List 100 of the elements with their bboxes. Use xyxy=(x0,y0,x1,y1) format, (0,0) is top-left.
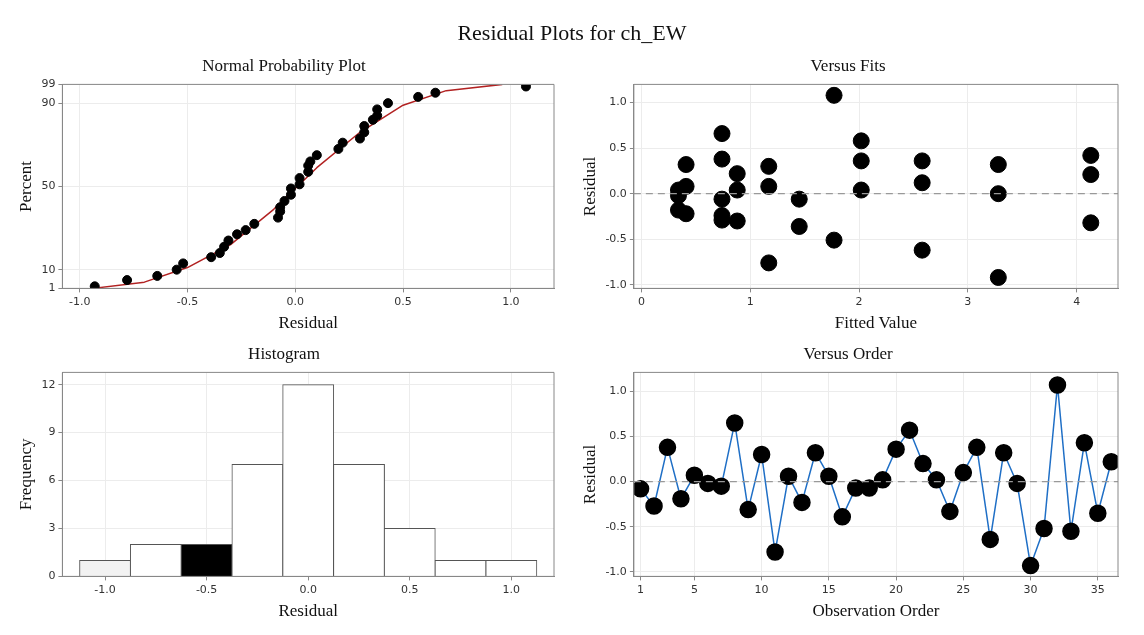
point xyxy=(1021,556,1040,575)
x-tick-label: 1 xyxy=(637,582,645,596)
point xyxy=(633,480,650,498)
point xyxy=(954,463,973,482)
y-tick-label: 1.0 xyxy=(609,95,627,109)
y-axis-title: Residual xyxy=(579,156,599,217)
point xyxy=(178,258,189,269)
point xyxy=(852,152,870,170)
point xyxy=(214,248,225,259)
point xyxy=(311,150,322,161)
point xyxy=(994,443,1013,462)
chart-title: Versus Fits xyxy=(810,55,886,75)
y-tick-label: 12 xyxy=(41,377,56,391)
text: Residual Plots for ch_EW xyxy=(456,19,688,47)
x-tick-label: 15 xyxy=(821,582,836,596)
y-tick-label: 99 xyxy=(41,77,56,91)
point xyxy=(712,477,731,495)
x-tick-label: 5 xyxy=(690,582,698,596)
y-tick-label: 6 xyxy=(48,473,56,487)
point xyxy=(968,438,986,457)
point xyxy=(739,500,757,519)
x-tick-label: 1.0 xyxy=(502,582,521,596)
point xyxy=(430,87,441,98)
point xyxy=(1102,453,1118,471)
y-axis-title: Percent xyxy=(15,160,35,212)
x-tick-label: 4 xyxy=(1073,294,1081,308)
point xyxy=(337,137,348,148)
point xyxy=(677,205,695,223)
point xyxy=(989,268,1007,286)
point xyxy=(206,252,217,263)
point xyxy=(1082,146,1100,164)
point xyxy=(728,212,746,230)
point xyxy=(793,493,811,512)
point xyxy=(672,490,690,508)
x-tick-label: 2 xyxy=(855,294,863,308)
point xyxy=(1048,376,1067,394)
x-tick-label: 1.0 xyxy=(502,294,520,308)
y-tick-label: 90 xyxy=(41,95,56,109)
point xyxy=(820,467,838,485)
chart-title: Normal Probability Plot xyxy=(202,55,366,75)
point xyxy=(927,471,946,489)
x-tick-label: 3 xyxy=(964,294,972,308)
point xyxy=(520,84,531,92)
point xyxy=(1082,166,1100,184)
point xyxy=(1062,522,1080,541)
x-tick-label: 0.0 xyxy=(286,294,305,308)
point xyxy=(760,254,778,272)
y-tick-label: 9 xyxy=(48,425,56,439)
x-tick-label: -1.0 xyxy=(94,582,116,596)
point xyxy=(766,543,784,561)
point xyxy=(677,156,695,174)
point xyxy=(914,454,932,473)
point xyxy=(900,421,919,439)
x-tick-label: -1.0 xyxy=(68,294,91,308)
point xyxy=(240,225,251,236)
point xyxy=(989,185,1007,203)
y-tick-label: -1.0 xyxy=(605,277,627,291)
y-axis-title: Residual xyxy=(579,444,599,505)
point xyxy=(752,445,771,464)
point xyxy=(1035,519,1053,538)
point xyxy=(645,497,663,515)
y-tick-label: 0 xyxy=(48,569,56,583)
y-tick-label: 0.0 xyxy=(609,186,627,200)
point xyxy=(713,150,731,168)
point xyxy=(1089,504,1107,522)
point xyxy=(790,190,808,208)
point xyxy=(981,530,999,549)
y-tick-label: 0.5 xyxy=(609,429,627,443)
point xyxy=(728,181,746,199)
point xyxy=(825,231,843,249)
point xyxy=(887,440,905,458)
point xyxy=(825,86,843,104)
point xyxy=(913,152,931,170)
y-tick-label: 1.0 xyxy=(609,384,627,398)
point xyxy=(658,438,677,457)
x-tick-label: -0.5 xyxy=(176,294,199,308)
point xyxy=(249,218,260,229)
chart-title: Histogram xyxy=(248,343,320,363)
x-tick-label: 0.0 xyxy=(299,582,317,596)
x-tick-label: 10 xyxy=(754,582,769,596)
point xyxy=(305,156,316,167)
point xyxy=(1075,434,1094,452)
y-tick-label: 50 xyxy=(41,179,56,193)
y-tick-label: -0.5 xyxy=(605,519,627,533)
point xyxy=(382,98,393,109)
x-tick-label: 25 xyxy=(956,582,971,596)
point xyxy=(232,229,243,240)
x-tick-label: 0.5 xyxy=(394,294,412,308)
y-axis-title: Frequency xyxy=(15,438,35,511)
chart-title: Versus Order xyxy=(803,343,893,363)
y-tick-label: 0.0 xyxy=(609,474,627,488)
point xyxy=(279,195,290,206)
point xyxy=(223,235,234,246)
point xyxy=(760,177,778,195)
point xyxy=(852,132,870,150)
x-axis-title: Residual xyxy=(278,601,339,621)
point xyxy=(413,91,424,102)
x-tick-label: 20 xyxy=(889,582,904,596)
x-axis-title: Fitted Value xyxy=(834,313,918,333)
point xyxy=(913,241,931,259)
